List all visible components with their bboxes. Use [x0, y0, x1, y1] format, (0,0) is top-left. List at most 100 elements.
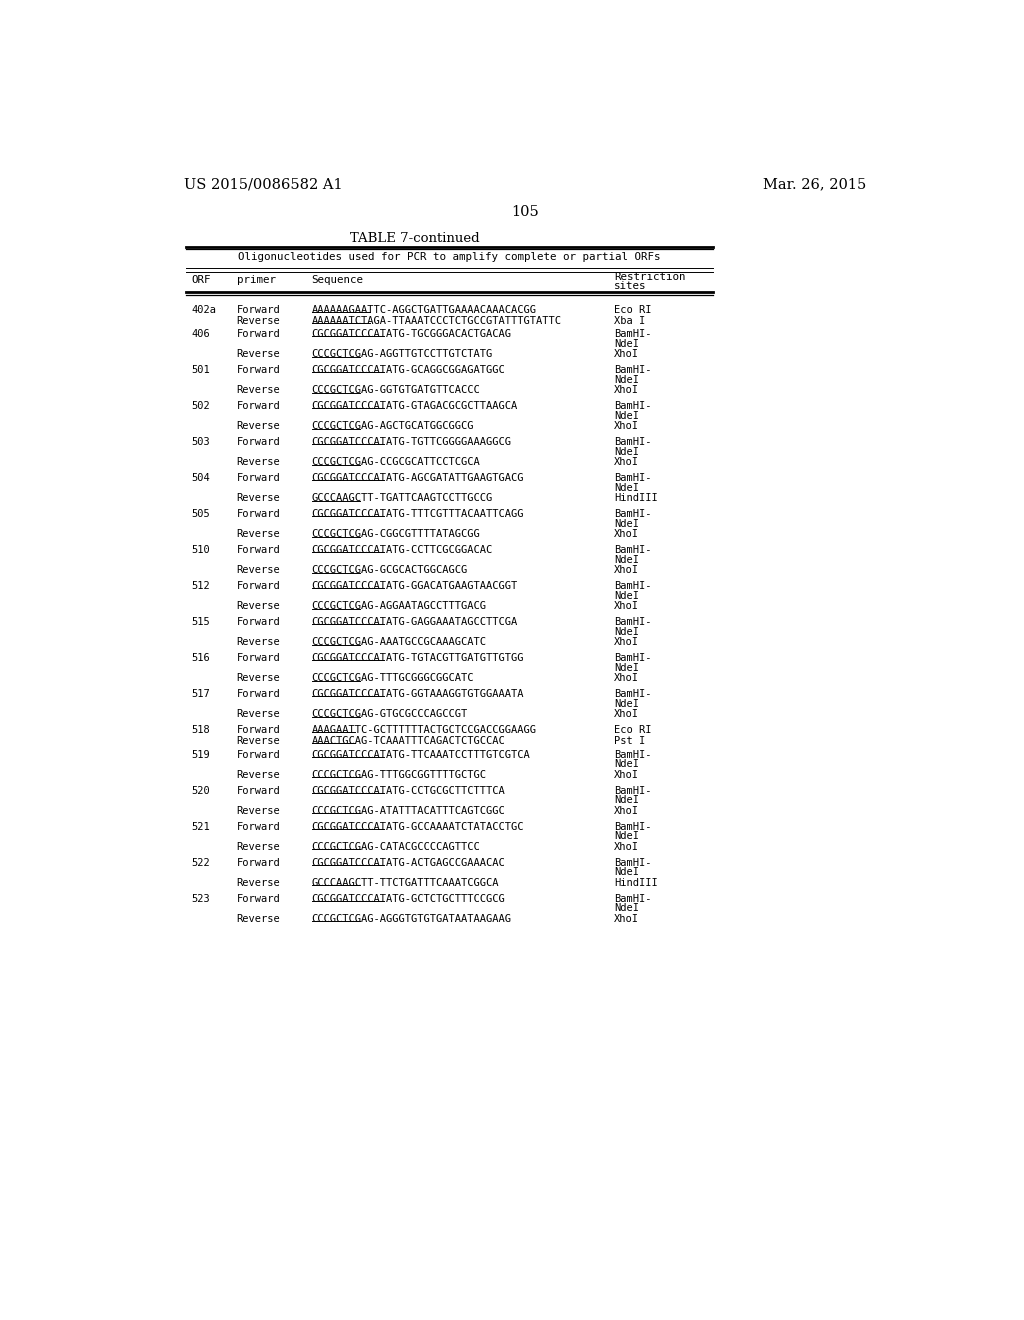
Text: CGCGGATCCCATATG-GGACATGAAGTAACGGT: CGCGGATCCCATATG-GGACATGAAGTAACGGT — [311, 581, 518, 591]
Text: Reverse: Reverse — [237, 770, 281, 780]
Text: BamHI-: BamHI- — [614, 437, 651, 447]
Text: NdeI: NdeI — [614, 698, 639, 709]
Text: CGCGGATCCCATATG-GTAGACGCGCTTAAGCA: CGCGGATCCCATATG-GTAGACGCGCTTAAGCA — [311, 401, 518, 412]
Text: Reverse: Reverse — [237, 913, 281, 924]
Text: NdeI: NdeI — [614, 627, 639, 636]
Text: BamHI-: BamHI- — [614, 653, 651, 663]
Text: NdeI: NdeI — [614, 832, 639, 841]
Text: BamHI-: BamHI- — [614, 474, 651, 483]
Text: CGCGGATCCCATATG-CCTTCGCGGACAC: CGCGGATCCCATATG-CCTTCGCGGACAC — [311, 545, 493, 556]
Text: HindIII: HindIII — [614, 494, 657, 503]
Text: CCCGCTCGAG-GCGCACTGGCAGCG: CCCGCTCGAG-GCGCACTGGCAGCG — [311, 565, 468, 576]
Text: NdeI: NdeI — [614, 554, 639, 565]
Text: Reverse: Reverse — [237, 421, 281, 432]
Text: Forward: Forward — [237, 858, 281, 867]
Text: Sequence: Sequence — [311, 276, 364, 285]
Text: Eco RI: Eco RI — [614, 725, 651, 735]
Text: CCCGCTCGAG-AGGGTGTGTGATAATAAGAAG: CCCGCTCGAG-AGGGTGTGTGATAATAAGAAG — [311, 913, 512, 924]
Text: XhoI: XhoI — [614, 770, 639, 780]
Text: 520: 520 — [191, 785, 210, 796]
Text: Forward: Forward — [237, 653, 281, 663]
Text: CCCGCTCGAG-AGCTGCATGGCGGCG: CCCGCTCGAG-AGCTGCATGGCGGCG — [311, 421, 474, 432]
Text: CCCGCTCGAG-CCGCGCATTCCTCGCA: CCCGCTCGAG-CCGCGCATTCCTCGCA — [311, 458, 480, 467]
Text: BamHI-: BamHI- — [614, 750, 651, 760]
Text: CCCGCTCGAG-AGGAATAGCCTTTGACG: CCCGCTCGAG-AGGAATAGCCTTTGACG — [311, 602, 486, 611]
Text: GCCCAAGCTT-TTCTGATTTCAAATCGGCA: GCCCAAGCTT-TTCTGATTTCAAATCGGCA — [311, 878, 499, 888]
Text: CGCGGATCCCATATG-TGCGGGACACTGACAG: CGCGGATCCCATATG-TGCGGGACACTGACAG — [311, 329, 512, 339]
Text: Reverse: Reverse — [237, 842, 281, 851]
Text: XhoI: XhoI — [614, 529, 639, 540]
Text: Reverse: Reverse — [237, 737, 281, 746]
Text: BamHI-: BamHI- — [614, 618, 651, 627]
Text: CCCGCTCGAG-AGGTTGTCCTTGTCTATG: CCCGCTCGAG-AGGTTGTCCTTGTCTATG — [311, 350, 493, 359]
Text: 503: 503 — [191, 437, 210, 447]
Text: Reverse: Reverse — [237, 878, 281, 888]
Text: NdeI: NdeI — [614, 519, 639, 529]
Text: XhoI: XhoI — [614, 421, 639, 432]
Text: CCCGCTCGAG-TTTGGCGGTTTTGCTGC: CCCGCTCGAG-TTTGGCGGTTTTGCTGC — [311, 770, 486, 780]
Text: 505: 505 — [191, 510, 210, 519]
Text: Forward: Forward — [237, 725, 281, 735]
Text: NdeI: NdeI — [614, 411, 639, 421]
Text: 522: 522 — [191, 858, 210, 867]
Text: AAAGAATTC-GCTTTTTTACTGCTCCGACCGGAAGG: AAAGAATTC-GCTTTTTTACTGCTCCGACCGGAAGG — [311, 725, 537, 735]
Text: Reverse: Reverse — [237, 494, 281, 503]
Text: CGCGGATCCCATATG-TGTTCGGGGAAAGGCG: CGCGGATCCCATATG-TGTTCGGGGAAAGGCG — [311, 437, 512, 447]
Text: US 2015/0086582 A1: US 2015/0086582 A1 — [183, 178, 342, 191]
Text: NdeI: NdeI — [614, 663, 639, 673]
Text: AAAAAAGAATTC-AGGCTGATTGAAAACAAACACGG: AAAAAAGAATTC-AGGCTGATTGAAAACAAACACGG — [311, 305, 537, 314]
Text: XhoI: XhoI — [614, 565, 639, 576]
Text: Reverse: Reverse — [237, 602, 281, 611]
Text: CGCGGATCCCATATG-AGCGATATTGAAGTGACG: CGCGGATCCCATATG-AGCGATATTGAAGTGACG — [311, 474, 524, 483]
Text: AAACTGCAG-TCAAATTTCAGACTCTGCCAC: AAACTGCAG-TCAAATTTCAGACTCTGCCAC — [311, 737, 506, 746]
Text: Forward: Forward — [237, 474, 281, 483]
Text: CGCGGATCCCATATG-GAGGAAATAGCCTTCGA: CGCGGATCCCATATG-GAGGAAATAGCCTTCGA — [311, 618, 518, 627]
Text: HindIII: HindIII — [614, 878, 657, 888]
Text: NdeI: NdeI — [614, 447, 639, 457]
Text: NdeI: NdeI — [614, 591, 639, 601]
Text: NdeI: NdeI — [614, 903, 639, 913]
Text: 501: 501 — [191, 366, 210, 375]
Text: BamHI-: BamHI- — [614, 785, 651, 796]
Text: CGCGGATCCCATATG-TTTCGTTTACAATTCAGG: CGCGGATCCCATATG-TTTCGTTTACAATTCAGG — [311, 510, 524, 519]
Text: BamHI-: BamHI- — [614, 894, 651, 904]
Text: Forward: Forward — [237, 689, 281, 700]
Text: CCCGCTCGAG-GGTGTGATGTTCACCC: CCCGCTCGAG-GGTGTGATGTTCACCC — [311, 385, 480, 396]
Text: 523: 523 — [191, 894, 210, 904]
Text: Reverse: Reverse — [237, 709, 281, 719]
Text: BamHI-: BamHI- — [614, 366, 651, 375]
Text: 519: 519 — [191, 750, 210, 760]
Text: 510: 510 — [191, 545, 210, 556]
Text: Forward: Forward — [237, 785, 281, 796]
Text: 517: 517 — [191, 689, 210, 700]
Text: CGCGGATCCCATATG-TTCAAATCCTTTGTCGTCA: CGCGGATCCCATATG-TTCAAATCCTTTGTCGTCA — [311, 750, 530, 760]
Text: CGCGGATCCCATATG-GCAGGCGGAGATGGC: CGCGGATCCCATATG-GCAGGCGGAGATGGC — [311, 366, 506, 375]
Text: ORF: ORF — [191, 276, 211, 285]
Text: NdeI: NdeI — [614, 796, 639, 805]
Text: NdeI: NdeI — [614, 339, 639, 348]
Text: CGCGGATCCCATATG-GCTCTGCTTTCCGCG: CGCGGATCCCATATG-GCTCTGCTTTCCGCG — [311, 894, 506, 904]
Text: 512: 512 — [191, 581, 210, 591]
Text: Forward: Forward — [237, 822, 281, 832]
Text: BamHI-: BamHI- — [614, 401, 651, 412]
Text: 504: 504 — [191, 474, 210, 483]
Text: BamHI-: BamHI- — [614, 581, 651, 591]
Text: 402a: 402a — [191, 305, 216, 314]
Text: XhoI: XhoI — [614, 458, 639, 467]
Text: NdeI: NdeI — [614, 375, 639, 385]
Text: XhoI: XhoI — [614, 602, 639, 611]
Text: XhoI: XhoI — [614, 385, 639, 396]
Text: Forward: Forward — [237, 750, 281, 760]
Text: BamHI-: BamHI- — [614, 822, 651, 832]
Text: XhoI: XhoI — [614, 913, 639, 924]
Text: primer: primer — [237, 276, 275, 285]
Text: Forward: Forward — [237, 545, 281, 556]
Text: TABLE 7-continued: TABLE 7-continued — [350, 231, 479, 244]
Text: Pst I: Pst I — [614, 737, 645, 746]
Text: Oligonucleotides used for PCR to amplify complete or partial ORFs: Oligonucleotides used for PCR to amplify… — [239, 252, 660, 263]
Text: NdeI: NdeI — [614, 867, 639, 878]
Text: CGCGGATCCCATATG-CCTGCGCTTCTTTCA: CGCGGATCCCATATG-CCTGCGCTTCTTTCA — [311, 785, 506, 796]
Text: BamHI-: BamHI- — [614, 689, 651, 700]
Text: Reverse: Reverse — [237, 529, 281, 540]
Text: 502: 502 — [191, 401, 210, 412]
